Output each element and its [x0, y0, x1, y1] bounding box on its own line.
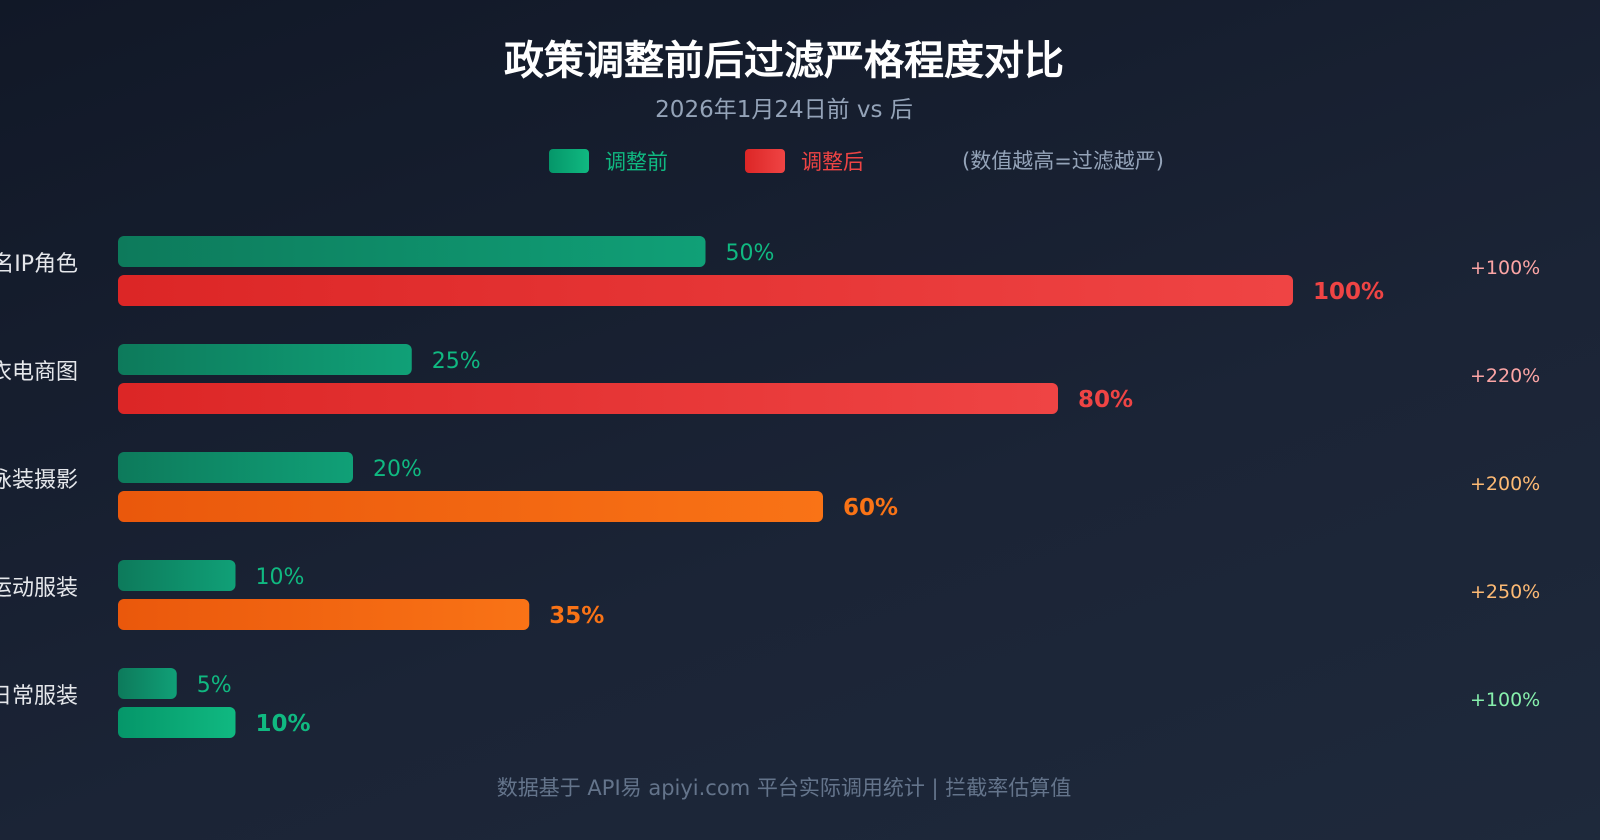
legend-before: 调整前 — [549, 146, 668, 176]
legend-before-swatch — [549, 149, 589, 173]
footer-note: 数据基于 API易 apiyi.com 平台实际调用统计 | 拦截率估算值 — [496, 776, 1072, 800]
chart-subtitle: 2026年1月24日前 vs 后 — [655, 97, 913, 123]
category-label: 运动服装 — [0, 576, 78, 601]
bar-after — [118, 491, 823, 522]
chart-title: 政策调整前后过滤严格程度对比 — [504, 38, 1064, 84]
value-label-before: 5% — [197, 673, 232, 698]
value-label-after: 10% — [256, 711, 311, 737]
change-label: +200% — [1470, 473, 1540, 495]
change-label: +220% — [1470, 365, 1540, 387]
category-label: 内衣电商图 — [0, 360, 78, 385]
change-label: +100% — [1470, 689, 1540, 711]
value-label-before: 20% — [373, 457, 422, 482]
change-label: +250% — [1470, 581, 1540, 603]
bar-after — [118, 707, 236, 738]
category-label: 知名IP角色 — [0, 252, 78, 277]
change-label: +100% — [1470, 257, 1540, 279]
legend-after-swatch — [745, 149, 785, 173]
value-label-after: 60% — [843, 495, 898, 521]
bar-before — [118, 668, 177, 699]
bar-before — [118, 236, 706, 267]
bar-before — [118, 452, 353, 483]
value-label-before: 10% — [256, 565, 305, 590]
category-label: 日常服装 — [0, 684, 78, 709]
legend-after-label: 调整后 — [801, 150, 864, 174]
value-label-after: 80% — [1078, 387, 1133, 413]
value-label-after: 35% — [549, 603, 604, 629]
legend-after: 调整后 — [745, 146, 864, 176]
legend-before-label: 调整前 — [605, 150, 668, 174]
bar-after — [118, 383, 1058, 414]
bar-after — [118, 275, 1293, 306]
category-label: 泳装摄影 — [0, 468, 78, 493]
value-label-after: 100% — [1313, 279, 1384, 305]
value-label-before: 50% — [726, 241, 775, 266]
bar-before — [118, 560, 236, 591]
bar-before — [118, 344, 412, 375]
value-label-before: 25% — [432, 349, 481, 374]
legend-note: (数值越高=过滤越严) — [962, 149, 1164, 173]
bar-after — [118, 599, 530, 630]
